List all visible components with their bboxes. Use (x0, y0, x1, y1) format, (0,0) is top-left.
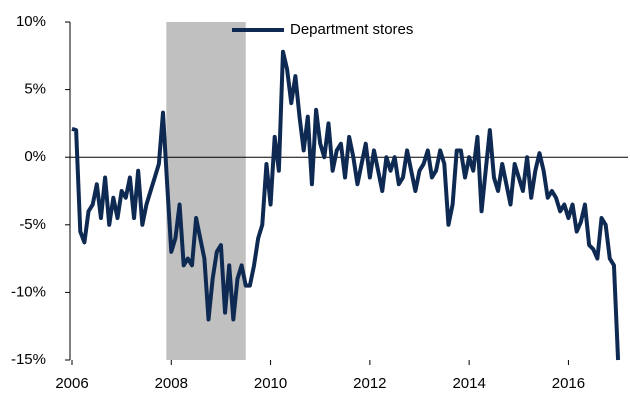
x-tick-label: 2012 (353, 375, 386, 392)
y-tick-label: 10% (16, 13, 46, 30)
x-tick-label: 2016 (552, 375, 585, 392)
x-tick-label: 2006 (55, 375, 88, 392)
x-tick-label: 2010 (254, 375, 287, 392)
legend-label: Department stores (290, 21, 413, 38)
y-tick-label: -10% (11, 283, 46, 300)
x-tick-label: 2008 (155, 375, 188, 392)
x-tick-label: 2014 (452, 375, 485, 392)
y-tick-label: 0% (24, 148, 46, 165)
y-tick-label: -15% (11, 351, 46, 368)
y-tick-label: -5% (19, 216, 46, 233)
y-tick-label: 5% (24, 81, 46, 98)
series-line (71, 49, 621, 361)
